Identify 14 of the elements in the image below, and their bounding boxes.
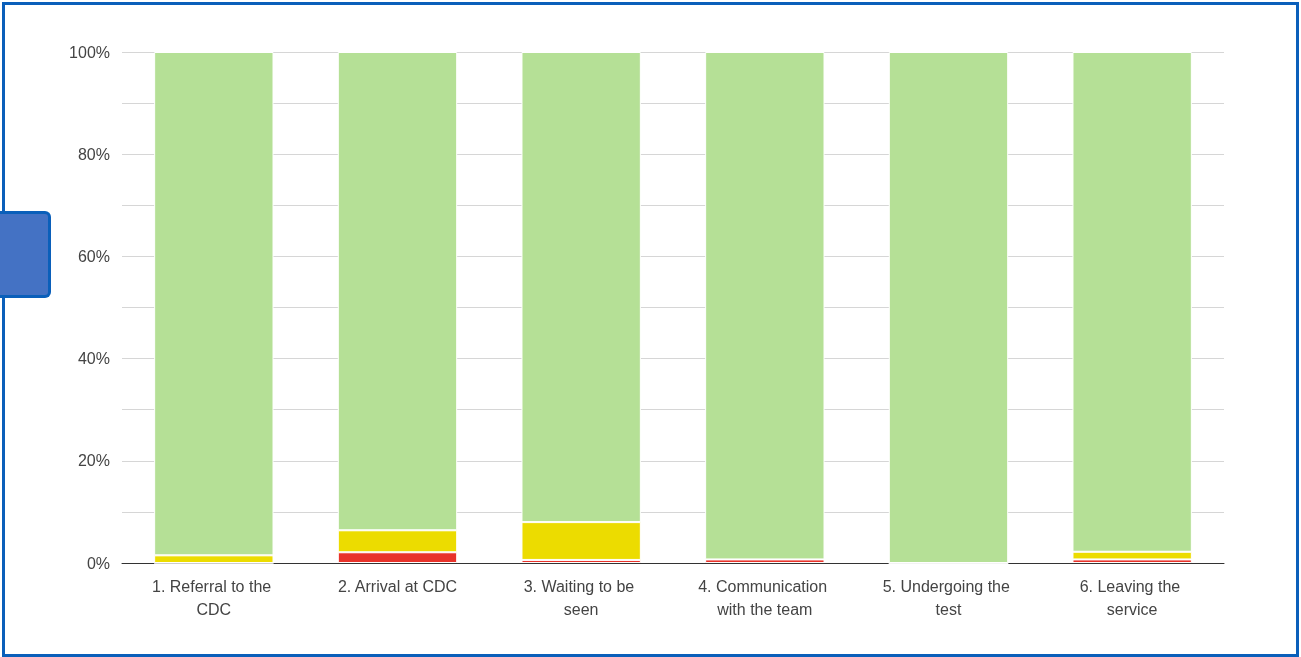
y-tick-label: 60%: [77, 247, 110, 265]
y-tick-label: 20%: [77, 452, 110, 470]
y-tick-label: 100%: [69, 43, 110, 61]
x-tick-label: 4. Communication with the team: [698, 578, 832, 618]
x-tick-label: 6. Leaving the service: [1079, 578, 1185, 618]
bar: [888, 52, 1009, 563]
y-tick-label: 40%: [77, 350, 110, 368]
x-tick-label: 1. Referral to the CDC: [152, 578, 276, 618]
x-tick-label: 3. Waiting to be seen: [523, 578, 639, 618]
y-tick-label: 0%: [86, 554, 110, 572]
y-tick-label: 80%: [77, 145, 110, 163]
x-tick-label: 5. Undergoing the test: [882, 578, 1015, 618]
x-tick-label: 2. Arrival at CDC: [337, 578, 458, 595]
bar: [705, 52, 825, 560]
